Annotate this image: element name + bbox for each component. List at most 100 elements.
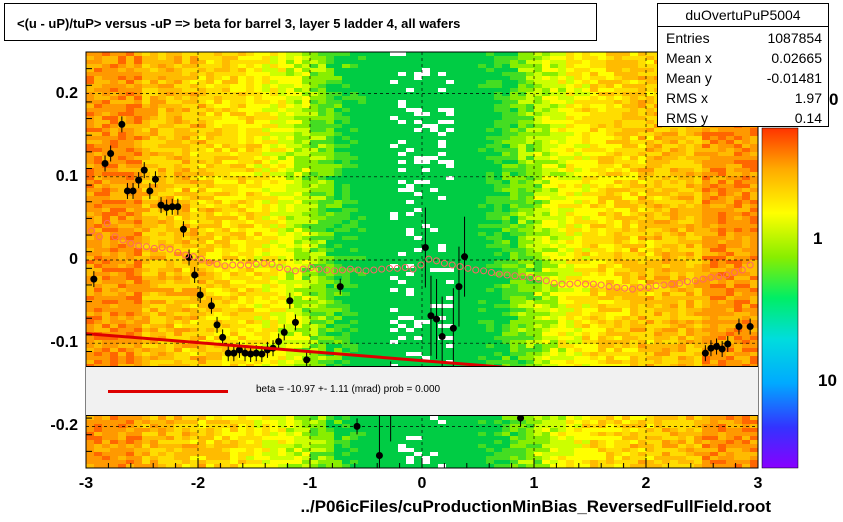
heatmap-cell <box>390 132 398 136</box>
heatmap-cell <box>166 196 174 200</box>
heatmap-cell <box>438 120 446 124</box>
heatmap-cell <box>198 148 206 152</box>
heatmap-cell <box>150 164 158 168</box>
heatmap-cell <box>142 256 150 260</box>
heatmap-cell <box>126 460 134 464</box>
heatmap-cell <box>206 420 214 424</box>
heatmap-cell <box>262 352 270 356</box>
heatmap-cell <box>126 120 134 124</box>
heatmap-cell <box>406 304 414 308</box>
heatmap-cell <box>198 348 206 352</box>
heatmap-cell <box>126 320 134 324</box>
heatmap-cell <box>238 320 246 324</box>
heatmap-cell <box>446 108 454 112</box>
heatmap-cell <box>246 448 254 452</box>
heatmap-cell <box>254 104 262 108</box>
heatmap-cell <box>422 268 430 272</box>
heatmap-cell <box>326 420 334 424</box>
heatmap-cell <box>454 160 462 164</box>
heatmap-cell <box>190 316 198 320</box>
heatmap-cell <box>454 356 462 360</box>
heatmap-cell <box>294 264 302 268</box>
heatmap-cell <box>126 300 134 304</box>
heatmap-cell <box>150 188 158 192</box>
heatmap-cell <box>94 312 102 316</box>
heatmap-cell <box>190 56 198 60</box>
heatmap-cell <box>462 184 470 188</box>
heatmap-cell <box>206 184 214 188</box>
heatmap-cell <box>126 352 134 356</box>
heatmap-cell <box>438 416 446 420</box>
heatmap-cell <box>246 84 254 88</box>
heatmap-cell <box>118 352 126 356</box>
heatmap-cell <box>374 344 382 348</box>
heatmap-cell <box>166 216 174 220</box>
heatmap-cell <box>302 248 310 252</box>
heatmap-cell <box>102 120 110 124</box>
heatmap-cell <box>166 260 174 264</box>
heatmap-cell <box>198 160 206 164</box>
heatmap-cell <box>102 208 110 212</box>
heatmap-cell <box>406 344 414 348</box>
heatmap-cell <box>118 112 126 116</box>
heatmap-cell <box>142 60 150 64</box>
heatmap-cell <box>254 464 262 468</box>
heatmap-cell <box>438 92 446 96</box>
heatmap-cell <box>438 420 446 424</box>
heatmap-cell <box>406 232 414 236</box>
heatmap-cell <box>422 260 430 264</box>
heatmap-cell <box>222 240 230 244</box>
heatmap-cell <box>214 192 222 196</box>
heatmap-cell <box>166 416 174 420</box>
heatmap-cell <box>270 464 278 468</box>
heatmap-cell <box>462 64 470 68</box>
heatmap-cell <box>222 428 230 432</box>
heatmap-cell <box>150 76 158 80</box>
heatmap-cell <box>182 112 190 116</box>
heatmap-cell <box>286 172 294 176</box>
heatmap-cell <box>366 256 374 260</box>
heatmap-cell <box>278 120 286 124</box>
heatmap-cell <box>222 308 230 312</box>
heatmap-cell <box>86 304 94 308</box>
heatmap-cell <box>238 428 246 432</box>
heatmap-cell <box>302 312 310 316</box>
heatmap-cell <box>166 316 174 320</box>
heatmap-cell <box>422 96 430 100</box>
heatmap-cell <box>342 160 350 164</box>
heatmap-cell <box>238 432 246 436</box>
heatmap-cell <box>278 228 286 232</box>
heatmap-cell <box>302 416 310 420</box>
heatmap-cell <box>222 116 230 120</box>
heatmap-cell <box>230 180 238 184</box>
heatmap-cell <box>334 216 342 220</box>
heatmap-cell <box>334 128 342 132</box>
heatmap-cell <box>294 212 302 216</box>
heatmap-cell <box>182 272 190 276</box>
heatmap-cell <box>390 180 398 184</box>
heatmap-cell <box>262 176 270 180</box>
heatmap-cell <box>270 228 278 232</box>
heatmap-cell <box>398 212 406 216</box>
heatmap-cell <box>326 308 334 312</box>
heatmap-cell <box>182 192 190 196</box>
heatmap-cell <box>230 188 238 192</box>
heatmap-cell <box>430 88 438 92</box>
heatmap-cell <box>334 156 342 160</box>
heatmap-cell <box>302 60 310 64</box>
heatmap-cell <box>150 88 158 92</box>
heatmap-cell <box>374 156 382 160</box>
heatmap-cell <box>310 284 318 288</box>
heatmap-cell <box>406 120 414 124</box>
heatmap-cell <box>142 56 150 60</box>
heatmap-cell <box>414 440 422 444</box>
heatmap-cell <box>126 288 134 292</box>
heatmap-cell <box>206 92 214 96</box>
heatmap-cell <box>246 160 254 164</box>
heatmap-cell <box>334 224 342 228</box>
heatmap-cell <box>214 116 222 120</box>
heatmap-cell <box>374 360 382 364</box>
heatmap-cell <box>390 156 398 160</box>
heatmap-cell <box>286 120 294 124</box>
heatmap-cell <box>366 220 374 224</box>
